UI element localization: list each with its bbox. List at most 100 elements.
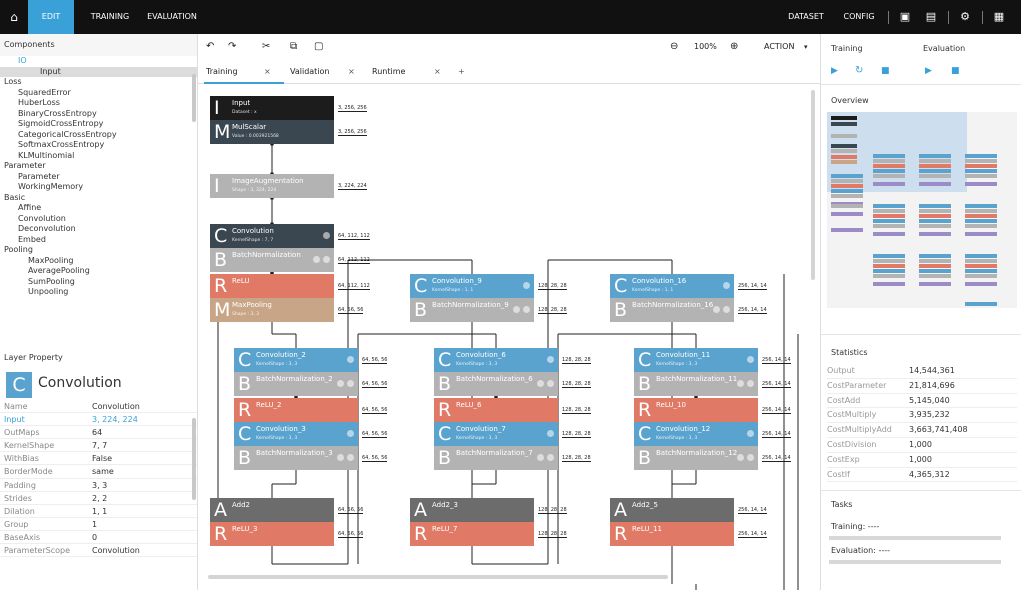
layer-node-add2[interactable]: A Add2 <box>210 498 334 522</box>
tab-edit[interactable]: EDIT <box>28 0 74 34</box>
layer-node-conv[interactable]: C Convolution KernelShape : 7, 7 <box>210 224 334 248</box>
redo-icon[interactable]: ↷ <box>228 41 237 52</box>
layer-param-icon[interactable] <box>737 454 744 461</box>
component-binarycrossentropy[interactable]: BinaryCrossEntropy <box>18 108 97 118</box>
property-value[interactable]: 1, 1 <box>92 506 108 516</box>
layer-node-relu[interactable]: R ReLU <box>210 274 334 298</box>
layer-node-relu2[interactable]: R ReLU_2 <box>234 398 358 422</box>
component-io-category[interactable]: IO <box>18 56 27 65</box>
property-row[interactable]: BorderMode same <box>0 465 197 479</box>
layer-param-icon[interactable] <box>547 380 554 387</box>
layer-param-icon[interactable] <box>547 430 554 437</box>
layer-node-bn6[interactable]: B BatchNormalization_6 <box>434 372 558 396</box>
vertical-scrollbar[interactable] <box>811 90 815 280</box>
property-value[interactable]: Convolution <box>92 402 140 411</box>
property-value[interactable]: 7, 7 <box>92 441 108 451</box>
resume-icon[interactable]: ↻ <box>855 65 864 76</box>
layer-node-conv3[interactable]: C Convolution_3 KernelShape : 3, 3 <box>234 422 358 446</box>
config-button[interactable]: CONFIG <box>843 12 875 21</box>
layer-param-icon[interactable] <box>347 430 354 437</box>
property-value[interactable]: 0 <box>92 532 98 542</box>
component-deconvolution[interactable]: Deconvolution <box>18 224 76 233</box>
layer-param-icon[interactable] <box>523 306 530 313</box>
layer-node-conv7[interactable]: C Convolution_7 KernelShape : 3, 3 <box>434 422 558 446</box>
layer-param-icon[interactable] <box>723 282 730 289</box>
property-row[interactable]: Group 1 <box>0 518 197 531</box>
layer-node-maxpool[interactable]: M MaxPooling Shape : 3, 3 <box>210 298 334 322</box>
property-scrollbar[interactable] <box>192 418 196 500</box>
property-value[interactable]: 1 <box>92 519 98 529</box>
property-value[interactable]: 3, 224, 224 <box>92 415 138 425</box>
undo-icon[interactable]: ↶ <box>206 41 215 52</box>
component-squarederror[interactable]: SquaredError <box>18 87 71 97</box>
close-icon[interactable]: × <box>264 67 271 76</box>
close-icon[interactable]: × <box>434 67 441 76</box>
cut-icon[interactable]: ✂ <box>262 41 271 52</box>
layer-node-conv16[interactable]: C Convolution_16 KernelShape : 1, 1 <box>610 274 734 298</box>
zoom-out-icon[interactable]: ⊖ <box>670 41 679 52</box>
component-workingmemory[interactable]: WorkingMemory <box>18 182 84 191</box>
property-value[interactable]: 64 <box>92 428 103 438</box>
layer-param-icon[interactable] <box>747 380 754 387</box>
eval-play-icon[interactable]: ▶ <box>925 66 932 76</box>
layer-param-icon[interactable] <box>513 306 520 313</box>
add-tab-button[interactable]: + <box>458 67 465 76</box>
property-row[interactable]: Input 3, 224, 224 <box>0 413 197 427</box>
layer-param-icon[interactable] <box>323 256 330 263</box>
property-value[interactable]: same <box>92 467 114 477</box>
layer-node-bn7[interactable]: B BatchNormalization_7 <box>434 446 558 470</box>
close-icon[interactable]: × <box>348 67 355 76</box>
layer-param-icon[interactable] <box>323 232 330 239</box>
layer-node-relu11[interactable]: R ReLU_11 <box>610 522 734 546</box>
tab-validation-net[interactable]: Validation <box>290 67 330 76</box>
component-basic-category[interactable]: Basic <box>4 192 26 202</box>
property-row[interactable]: ParameterScope Convolution <box>0 544 197 558</box>
tab-training-net[interactable]: Training <box>206 67 238 76</box>
layer-param-icon[interactable] <box>347 454 354 461</box>
eval-stop-icon[interactable]: ■ <box>951 66 960 76</box>
window-icon[interactable]: ▦ <box>993 10 1005 23</box>
layer-param-icon[interactable] <box>547 454 554 461</box>
component-loss-category[interactable]: Loss <box>4 77 22 86</box>
component-sumpooling[interactable]: SumPooling <box>28 276 75 286</box>
layer-node-add23[interactable]: A Add2_3 <box>410 498 534 522</box>
component-sigmoidcrossentropy[interactable]: SigmoidCrossEntropy <box>18 119 104 128</box>
zoom-in-icon[interactable]: ⊕ <box>730 41 739 52</box>
component-unpooling[interactable]: Unpooling <box>28 287 69 296</box>
layer-param-icon[interactable] <box>723 306 730 313</box>
layer-node-conv6[interactable]: C Convolution_6 KernelShape : 3, 3 <box>434 348 558 372</box>
layer-param-icon[interactable] <box>547 356 554 363</box>
action-menu[interactable]: ACTION <box>764 42 795 51</box>
layer-param-icon[interactable] <box>337 380 344 387</box>
stop-icon[interactable]: ■ <box>881 66 890 76</box>
tab-evaluation[interactable]: EVALUATION <box>147 12 197 21</box>
play-icon[interactable]: ▶ <box>831 66 838 76</box>
layer-param-icon[interactable] <box>537 380 544 387</box>
layer-node-bn12[interactable]: B BatchNormalization_12 <box>634 446 758 470</box>
property-value[interactable]: Convolution <box>92 546 140 556</box>
layer-node-conv11[interactable]: C Convolution_11 KernelShape : 3, 3 <box>634 348 758 372</box>
save-as-icon[interactable]: ▤ <box>925 10 937 23</box>
component-embed[interactable]: Embed <box>18 234 46 244</box>
layer-node-bn16[interactable]: B BatchNormalization_16 <box>610 298 734 322</box>
layer-node-bn9[interactable]: B BatchNormalization_9 <box>410 298 534 322</box>
layer-node-relu6[interactable]: R ReLU_6 <box>434 398 558 422</box>
property-row[interactable]: KernelShape 7, 7 <box>0 439 197 453</box>
save-icon[interactable]: ▣ <box>899 10 911 23</box>
layer-node-relu7[interactable]: R ReLU_7 <box>410 522 534 546</box>
property-row[interactable]: Dilation 1, 1 <box>0 505 197 518</box>
property-row[interactable]: Padding 3, 3 <box>0 479 197 492</box>
copy-icon[interactable]: ⧉ <box>290 41 298 52</box>
component-categoricalcrossentropy[interactable]: CategoricalCrossEntropy <box>18 129 117 139</box>
layer-node-relu10[interactable]: R ReLU_10 <box>634 398 758 422</box>
layer-node-bn2[interactable]: B BatchNormalization_2 <box>234 372 358 396</box>
layer-param-icon[interactable] <box>713 306 720 313</box>
layer-param-icon[interactable] <box>347 356 354 363</box>
component-parameter-category[interactable]: Parameter <box>4 161 46 170</box>
layer-node-relu3[interactable]: R ReLU_3 <box>210 522 334 546</box>
layer-param-icon[interactable] <box>747 430 754 437</box>
layer-node-bn3[interactable]: B BatchNormalization_3 <box>234 446 358 470</box>
property-row[interactable]: Name Convolution <box>0 400 197 414</box>
property-row[interactable]: BaseAxis 0 <box>0 531 197 545</box>
layer-node-bn[interactable]: B BatchNormalization <box>210 248 334 272</box>
